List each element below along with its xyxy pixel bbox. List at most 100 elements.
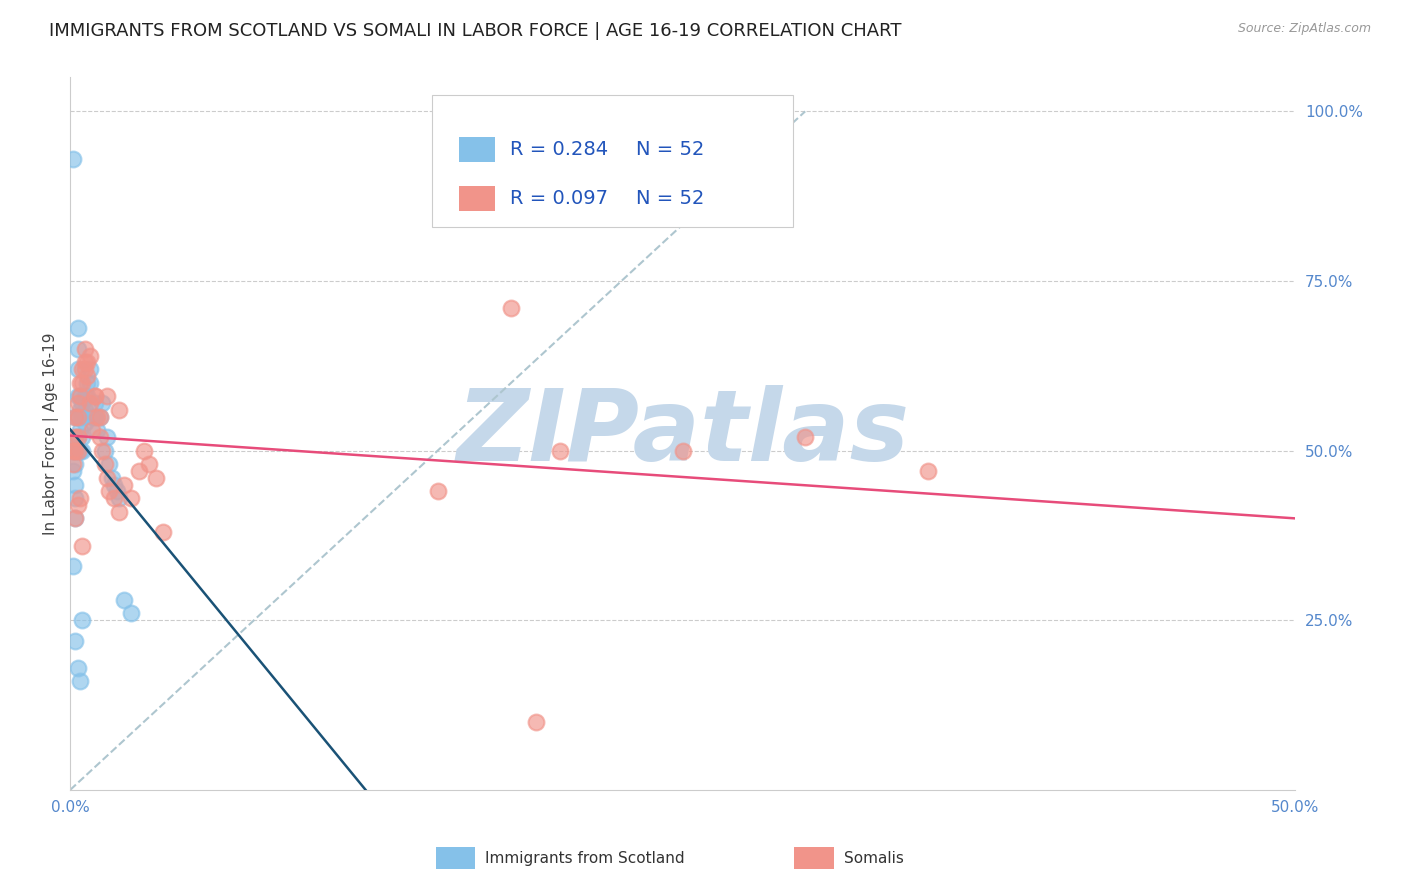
Point xyxy=(62,464,84,478)
Text: N = 52: N = 52 xyxy=(636,189,704,208)
Point xyxy=(79,376,101,390)
Point xyxy=(66,396,89,410)
Point xyxy=(79,362,101,376)
Point xyxy=(63,443,86,458)
Point xyxy=(69,376,91,390)
Point xyxy=(73,342,96,356)
Point xyxy=(72,376,94,390)
Point xyxy=(128,464,150,478)
Point xyxy=(66,498,89,512)
Point xyxy=(72,430,94,444)
Point xyxy=(86,409,108,424)
Point xyxy=(93,443,115,458)
Point xyxy=(145,471,167,485)
Point xyxy=(524,714,547,729)
Point xyxy=(69,389,91,403)
Text: R = 0.097: R = 0.097 xyxy=(510,189,607,208)
Point xyxy=(63,491,86,505)
Point xyxy=(63,409,86,424)
Point xyxy=(76,376,98,390)
Text: Source: ZipAtlas.com: Source: ZipAtlas.com xyxy=(1237,22,1371,36)
Point xyxy=(63,633,86,648)
Y-axis label: In Labor Force | Age 16-19: In Labor Force | Age 16-19 xyxy=(44,333,59,535)
Point xyxy=(794,430,817,444)
Point xyxy=(73,403,96,417)
Point xyxy=(98,484,121,499)
Text: ZIPatlas: ZIPatlas xyxy=(456,385,910,483)
Text: Immigrants from Scotland: Immigrants from Scotland xyxy=(485,851,685,865)
Point xyxy=(83,389,105,403)
Point xyxy=(63,511,86,525)
Point xyxy=(89,409,111,424)
Point xyxy=(69,403,91,417)
Point xyxy=(96,471,118,485)
Point xyxy=(63,443,86,458)
Text: IMMIGRANTS FROM SCOTLAND VS SOMALI IN LABOR FORCE | AGE 16-19 CORRELATION CHART: IMMIGRANTS FROM SCOTLAND VS SOMALI IN LA… xyxy=(49,22,901,40)
Point xyxy=(132,443,155,458)
Point xyxy=(105,484,128,499)
Point xyxy=(79,396,101,410)
Point xyxy=(69,674,91,689)
Text: N = 52: N = 52 xyxy=(636,140,704,159)
Point xyxy=(63,430,86,444)
Point xyxy=(62,457,84,471)
Point xyxy=(63,511,86,525)
Point xyxy=(548,443,571,458)
FancyBboxPatch shape xyxy=(432,95,793,227)
Point xyxy=(73,362,96,376)
Text: R = 0.284: R = 0.284 xyxy=(510,140,609,159)
Point xyxy=(66,409,89,424)
Point xyxy=(72,409,94,424)
Point xyxy=(108,403,131,417)
Point xyxy=(83,409,105,424)
Point xyxy=(672,443,695,458)
Point xyxy=(103,491,125,505)
Point xyxy=(83,389,105,403)
FancyBboxPatch shape xyxy=(458,186,495,211)
Point xyxy=(72,539,94,553)
Point xyxy=(66,409,89,424)
Point xyxy=(62,152,84,166)
Point xyxy=(152,524,174,539)
Point xyxy=(62,558,84,573)
Point xyxy=(73,417,96,431)
Point xyxy=(138,457,160,471)
Point xyxy=(91,396,114,410)
Point xyxy=(91,443,114,458)
Point xyxy=(112,592,135,607)
Point xyxy=(917,464,939,478)
Point xyxy=(66,430,89,444)
Point xyxy=(76,389,98,403)
Point xyxy=(76,368,98,383)
Point xyxy=(69,443,91,458)
Point xyxy=(66,389,89,403)
Point xyxy=(62,443,84,458)
Point xyxy=(66,443,89,458)
Point xyxy=(86,423,108,437)
Point xyxy=(63,457,86,471)
Point xyxy=(69,423,91,437)
Point xyxy=(426,484,449,499)
Point xyxy=(76,355,98,369)
Point xyxy=(79,349,101,363)
Point xyxy=(83,396,105,410)
Point xyxy=(112,477,135,491)
Point xyxy=(98,457,121,471)
Point xyxy=(501,301,523,315)
Point xyxy=(63,430,86,444)
Point xyxy=(73,355,96,369)
Point xyxy=(96,430,118,444)
Point xyxy=(72,443,94,458)
Point xyxy=(66,430,89,444)
Point xyxy=(73,389,96,403)
Point xyxy=(72,613,94,627)
Point xyxy=(66,362,89,376)
Point xyxy=(63,477,86,491)
Point xyxy=(82,409,104,424)
Point xyxy=(72,362,94,376)
Point xyxy=(108,491,131,505)
Point xyxy=(82,423,104,437)
Point xyxy=(66,342,89,356)
Point xyxy=(72,396,94,410)
Point xyxy=(89,430,111,444)
